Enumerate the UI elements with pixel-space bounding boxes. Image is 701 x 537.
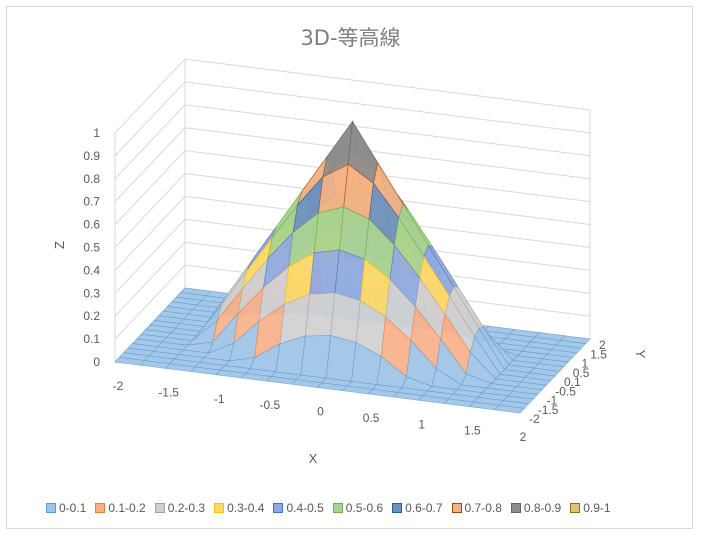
legend-entry: 0.9-1 xyxy=(570,501,611,515)
z-tick-label: 0.4 xyxy=(83,263,100,277)
y-tick-label: 0.1 xyxy=(564,375,581,389)
surface-cell xyxy=(309,249,340,295)
legend-entry: 0.6-0.7 xyxy=(392,501,443,515)
surface-cell xyxy=(334,249,366,302)
surface-mesh xyxy=(114,120,591,414)
surface-cell xyxy=(493,404,526,414)
legend-label: 0.7-0.8 xyxy=(464,501,502,515)
surface-cell xyxy=(325,335,357,382)
x-tick-label: 0.5 xyxy=(363,411,380,425)
legend-swatch xyxy=(95,503,106,513)
legend-label: 0.9-1 xyxy=(583,501,611,515)
y-tick-label: -0.5 xyxy=(555,384,576,398)
legend-label: 0.1-0.2 xyxy=(108,501,146,515)
x-tick-label: -0.5 xyxy=(260,398,281,412)
legend-label: 0.6-0.7 xyxy=(405,501,443,515)
legend-swatch xyxy=(46,503,56,513)
y-tick-label: -2 xyxy=(529,412,540,426)
legend-entry: 0.8-0.9 xyxy=(510,501,562,515)
x-axis-label: X xyxy=(309,451,318,466)
legend-swatch xyxy=(510,503,521,513)
legend-swatch xyxy=(570,503,581,513)
y-tick-label: 0.5 xyxy=(573,366,590,380)
legend-label: 0.3-0.4 xyxy=(227,501,265,515)
legend-label: 0.2-0.3 xyxy=(167,501,206,515)
legend-swatch xyxy=(214,503,225,513)
legend-entry: 0.1-0.2 xyxy=(95,501,146,515)
z-tick-label: 0 xyxy=(93,355,100,369)
z-tick-label: 0.3 xyxy=(83,286,100,300)
legend-swatch xyxy=(332,503,343,513)
z-tick-label: 1 xyxy=(93,126,100,140)
z-tick-label: 0.9 xyxy=(83,149,100,163)
y-tick-label: 1 xyxy=(582,357,589,371)
x-tick-label: 1 xyxy=(418,417,425,431)
legend: 0-0.1 0.1-0.2 0.2-0.3 0.3-0.4 0.4-0.5 0.5-0.6… xyxy=(46,499,666,517)
surface-cell xyxy=(313,206,345,254)
legend-entry: 0.2-0.3 xyxy=(154,501,206,515)
y-tick-label: 1.5 xyxy=(590,347,607,361)
z-tick-label: 0.1 xyxy=(83,332,100,346)
legend-entry: 0.7-0.8 xyxy=(451,501,502,515)
z-axis-label: Z xyxy=(52,241,67,249)
legend-swatch xyxy=(154,503,165,513)
z-tick-label: 0.6 xyxy=(83,218,100,232)
z-tick-label: 0.5 xyxy=(83,241,100,255)
chart-title: 3D-等高線 xyxy=(300,26,401,50)
y-axis-label: Y xyxy=(633,350,648,359)
surface-cell xyxy=(300,335,332,379)
legend-entry: 0.3-0.4 xyxy=(214,501,264,515)
legend-entry: 0-0.1 xyxy=(46,501,86,515)
x-tick-label: -1.5 xyxy=(158,385,179,399)
legend-swatch xyxy=(392,503,403,513)
surface-cell xyxy=(304,292,336,337)
x-tick-label: 0 xyxy=(317,405,324,419)
z-tick-label: 0.2 xyxy=(83,309,100,323)
axis-ticks: 00.10.20.30.40.50.60.70.80.91-2 -1.5 -1 -0.… xyxy=(83,126,607,444)
legend-label: 0.5-0.6 xyxy=(345,501,384,515)
legend-label: 0-0.1 xyxy=(59,501,87,515)
back-walls xyxy=(114,58,591,363)
z-tick-label: 0.8 xyxy=(83,172,100,186)
y-tick-label: -1.5 xyxy=(538,403,559,417)
legend-label: 0.8-0.9 xyxy=(523,501,562,515)
z-tick-label: 0.7 xyxy=(83,195,100,209)
x-tick-label: 2 xyxy=(520,430,527,444)
legend-entry: 0.4-0.5 xyxy=(273,501,324,515)
legend-swatch xyxy=(273,503,284,513)
legend-swatch xyxy=(451,503,462,513)
y-tick-label: -1 xyxy=(547,394,558,408)
legend-label: 0.4-0.5 xyxy=(286,501,324,515)
surface-cell xyxy=(330,292,361,343)
x-tick-label: -1 xyxy=(214,392,225,406)
x-tick-label: 1.5 xyxy=(464,424,481,438)
y-tick-label: 2 xyxy=(599,338,606,352)
x-tick-label: -2 xyxy=(113,379,124,393)
legend-entry: 0.5-0.6 xyxy=(332,501,384,515)
